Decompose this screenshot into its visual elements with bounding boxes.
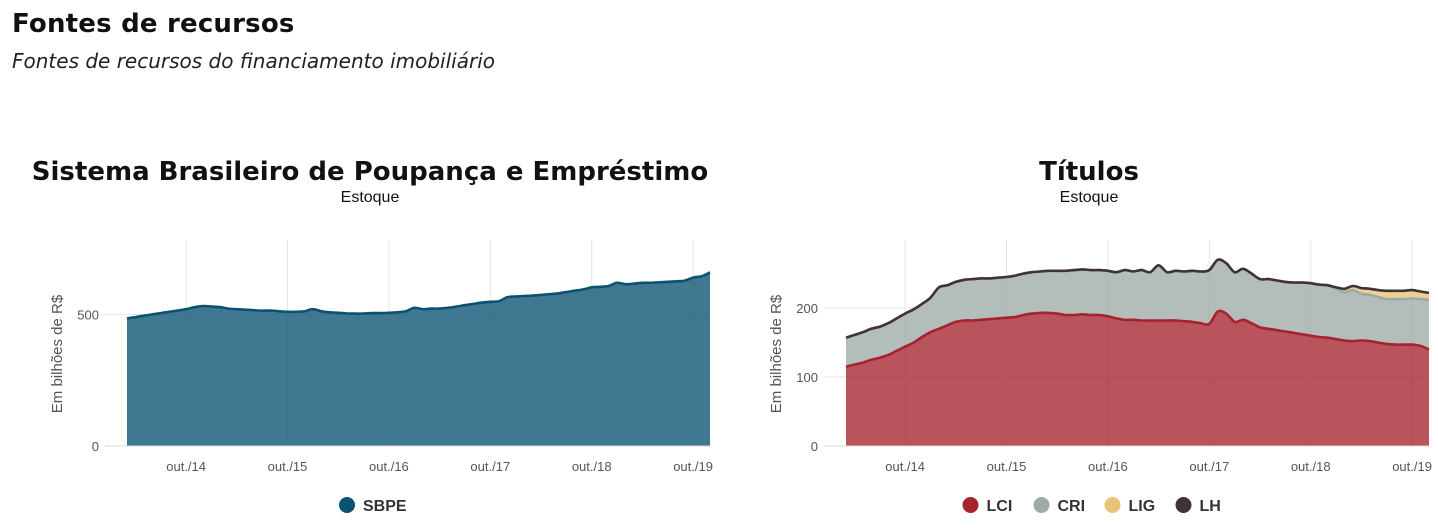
y-tick-label: 100: [796, 370, 818, 385]
legend-item-lig: LIG: [1104, 497, 1156, 515]
area-lci: [846, 310, 1429, 446]
line-lci: [845, 309, 1430, 368]
y-tick-labels: 0 100 200: [796, 301, 818, 454]
chart-title: Sistema Brasileiro de Poupança e Emprést…: [32, 157, 708, 187]
legend-item-sbpe: SBPE: [339, 497, 407, 515]
legend-swatch: [339, 497, 355, 513]
page-subtitle: Fontes de recursos do financiamento imob…: [12, 49, 495, 73]
x-tick-label: out./15: [268, 459, 308, 474]
legend-item-cri: CRI: [1033, 497, 1086, 515]
x-tick-label: out./19: [673, 459, 713, 474]
area-sbpe: [127, 272, 710, 446]
x-tick-label: out./18: [1291, 459, 1331, 474]
y-tick-label: 0: [92, 439, 99, 454]
y-axis-label: Em bilhões de R$: [49, 294, 66, 413]
legend-label: LCI: [987, 498, 1013, 515]
chart-subtitle: Estoque: [341, 189, 400, 206]
x-tick-labels: out./14 out./15 out./16 out./17 out./18 out./…: [885, 459, 1432, 474]
x-tick-labels: out./14 out./15 out./16 out./17 out./18 out./…: [166, 459, 713, 474]
y-tick-labels: 0 500: [77, 307, 99, 454]
legend-swatch: [962, 497, 979, 513]
x-tick-label: out./18: [572, 459, 612, 474]
chart-title: Títulos: [1039, 157, 1139, 187]
x-tick-label: out./14: [166, 459, 206, 474]
x-tick-label: out./16: [369, 459, 409, 474]
series-lines: [845, 258, 1430, 368]
legend-label: LH: [1200, 498, 1221, 515]
legend-swatch: [1175, 497, 1192, 513]
y-axis-label: Em bilhões de R$: [768, 294, 785, 413]
legend-label: SBPE: [363, 498, 407, 515]
legend-label: CRI: [1058, 498, 1086, 515]
x-tick-label: out./16: [1088, 459, 1128, 474]
series-areas: [127, 272, 710, 446]
chart-subtitle: Estoque: [1060, 189, 1119, 206]
y-tick-label: 500: [77, 307, 99, 322]
line-lh: [845, 258, 1430, 339]
legend-item-lci: LCI: [962, 497, 1013, 515]
y-tick-label: 200: [796, 301, 818, 316]
y-tick-label: 0: [811, 439, 818, 454]
legend: SBPE: [339, 497, 407, 515]
series-areas: [846, 259, 1429, 446]
chart-sbpe: Sistema Brasileiro de Poupança e Emprést…: [32, 157, 713, 515]
series-lines: [126, 271, 711, 320]
legend-swatch: [1033, 497, 1050, 513]
x-tick-label: out./19: [1392, 459, 1432, 474]
x-tick-label: out./15: [987, 459, 1027, 474]
x-tick-label: out./17: [1189, 459, 1229, 474]
legend-item-lh: LH: [1175, 497, 1221, 515]
line-sbpe: [126, 271, 711, 320]
legend: LCI CRI LIG LH: [962, 497, 1221, 515]
x-tick-label: out./14: [885, 459, 925, 474]
x-tick-label: out./17: [470, 459, 510, 474]
legend-swatch: [1104, 497, 1121, 513]
area-cri: [846, 259, 1429, 367]
page-title: Fontes de recursos: [12, 9, 295, 39]
legend-label: LIG: [1129, 498, 1156, 515]
